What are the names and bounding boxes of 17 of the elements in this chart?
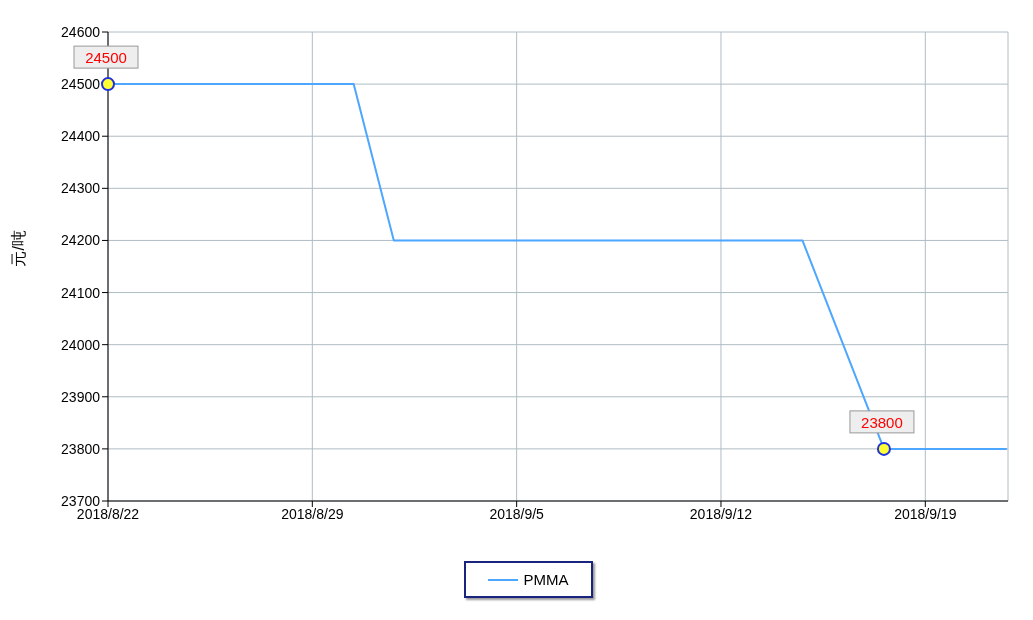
x-tick-label: 2018/9/19 bbox=[894, 505, 957, 522]
y-tick-label: 24600 bbox=[61, 23, 101, 40]
annotation: 24500 bbox=[85, 49, 127, 67]
x-tick-label: 2018/8/29 bbox=[281, 505, 344, 522]
y-tick-label: 24300 bbox=[61, 180, 101, 197]
y-tick-label: 24500 bbox=[61, 76, 101, 93]
legend-label: PMMA bbox=[522, 571, 569, 588]
y-tick-label: 23900 bbox=[61, 388, 101, 405]
x-tick-label: 2018/9/5 bbox=[489, 505, 545, 522]
y-tick-label: 24100 bbox=[61, 284, 101, 301]
x-tick-label: 2018/9/12 bbox=[689, 505, 753, 522]
y-axis-title: 元/吨 bbox=[9, 230, 27, 267]
y-tick-label: 24200 bbox=[61, 232, 101, 249]
y-tick-label: 23800 bbox=[61, 440, 101, 457]
y-tick-label: 24000 bbox=[61, 336, 101, 353]
annotation: 23800 bbox=[861, 413, 903, 431]
y-tick-label: 24400 bbox=[61, 128, 101, 145]
